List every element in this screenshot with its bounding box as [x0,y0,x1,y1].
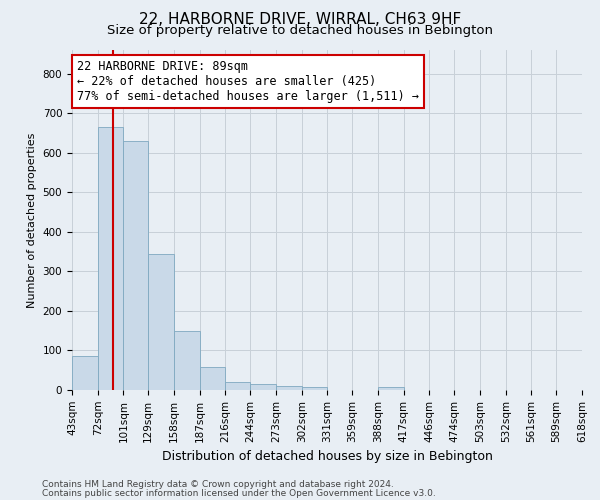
Text: 22, HARBORNE DRIVE, WIRRAL, CH63 9HF: 22, HARBORNE DRIVE, WIRRAL, CH63 9HF [139,12,461,28]
Bar [174,332,200,390]
Bar [302,387,328,390]
Text: Contains HM Land Registry data © Crown copyright and database right 2024.: Contains HM Land Registry data © Crown c… [42,480,394,489]
Text: 22 HARBORNE DRIVE: 89sqm
← 22% of detached houses are smaller (425)
77% of semi-: 22 HARBORNE DRIVE: 89sqm ← 22% of detach… [77,60,419,103]
Bar [124,141,148,390]
Bar [200,368,226,390]
Bar [250,384,276,390]
Bar [72,356,98,390]
Text: Size of property relative to detached houses in Bebington: Size of property relative to detached ho… [107,24,493,37]
Text: Contains public sector information licensed under the Open Government Licence v3: Contains public sector information licen… [42,488,436,498]
X-axis label: Distribution of detached houses by size in Bebington: Distribution of detached houses by size … [161,450,493,463]
Bar [378,387,404,390]
Bar [276,386,302,390]
Y-axis label: Number of detached properties: Number of detached properties [27,132,37,308]
Bar [148,254,174,390]
Bar [226,382,250,390]
Bar [98,127,124,390]
